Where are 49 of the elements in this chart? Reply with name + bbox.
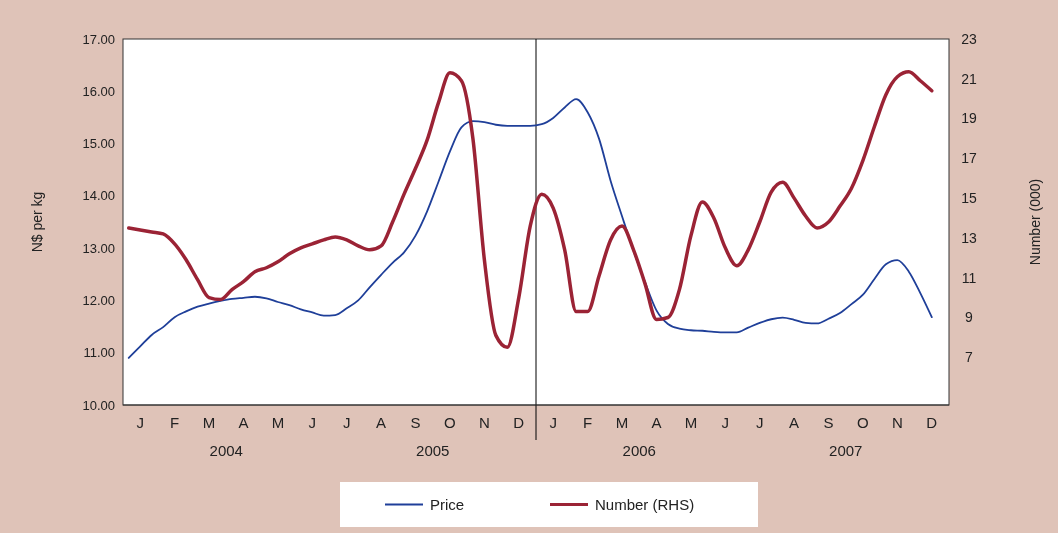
x-tick-label: F: [170, 414, 180, 431]
x-tick-label: S: [410, 414, 421, 431]
y2-tick-label: 13: [961, 229, 977, 246]
x-tick-label: J: [549, 414, 557, 431]
x-tick-label: S: [823, 414, 834, 431]
text: 2004: [209, 442, 243, 459]
y2-axis-title: Number (000): [1027, 178, 1043, 266]
x-tick-label: J: [308, 414, 317, 431]
x-tick-label: J: [342, 414, 351, 431]
y2-tick-label: 15: [961, 190, 977, 207]
x-tick-label: J: [136, 414, 144, 431]
x-tick-label: A: [651, 414, 662, 431]
y2-tick-label: 17: [961, 150, 977, 167]
y-tick-label: 11.00: [83, 345, 115, 361]
y-tick-label: 10.00: [82, 397, 115, 413]
x-tick-label: N: [891, 414, 903, 431]
y-tick-label: 16.00: [82, 83, 115, 99]
y2-tick-label: 21: [961, 70, 977, 87]
x-tick-label: A: [789, 414, 800, 431]
x-tick-label: J: [721, 414, 730, 431]
text: 2005: [416, 442, 450, 459]
legend-label: Price: [430, 495, 465, 513]
y2-tick-label: 23: [961, 30, 977, 47]
x-tick-label: O: [444, 414, 456, 431]
x-tick-label: M: [615, 414, 629, 431]
y-tick-label: 13.00: [82, 240, 115, 256]
y-tick-label: 14.00: [82, 188, 115, 204]
x-tick-label: J: [755, 414, 764, 431]
x-tick-label: D: [513, 414, 525, 431]
x-tick-label: A: [238, 414, 249, 431]
x-tick-label: M: [271, 414, 285, 431]
x-tick-label: N: [478, 414, 490, 431]
y2-tick-label: 11: [961, 269, 977, 286]
x-tick-label: F: [583, 414, 593, 431]
y2-tick-label: 19: [961, 110, 977, 127]
y2-tick-label: 7: [965, 349, 974, 366]
x-tick-label: M: [202, 414, 216, 431]
text: 2007: [829, 442, 863, 459]
text: 2006: [622, 442, 656, 459]
y2-tick-label: 9: [965, 309, 974, 326]
x-tick-label: O: [857, 414, 869, 431]
x-tick-label: A: [376, 414, 387, 431]
legend-label: Number (RHS): [595, 495, 695, 513]
y-axis-title: N$ per kg: [29, 191, 45, 253]
x-tick-label: M: [684, 414, 698, 431]
x-tick-label: D: [926, 414, 938, 431]
y-tick-label: 15.00: [82, 136, 115, 152]
y-tick-label: 17.00: [82, 31, 115, 47]
y-tick-label: 12.00: [82, 292, 115, 308]
